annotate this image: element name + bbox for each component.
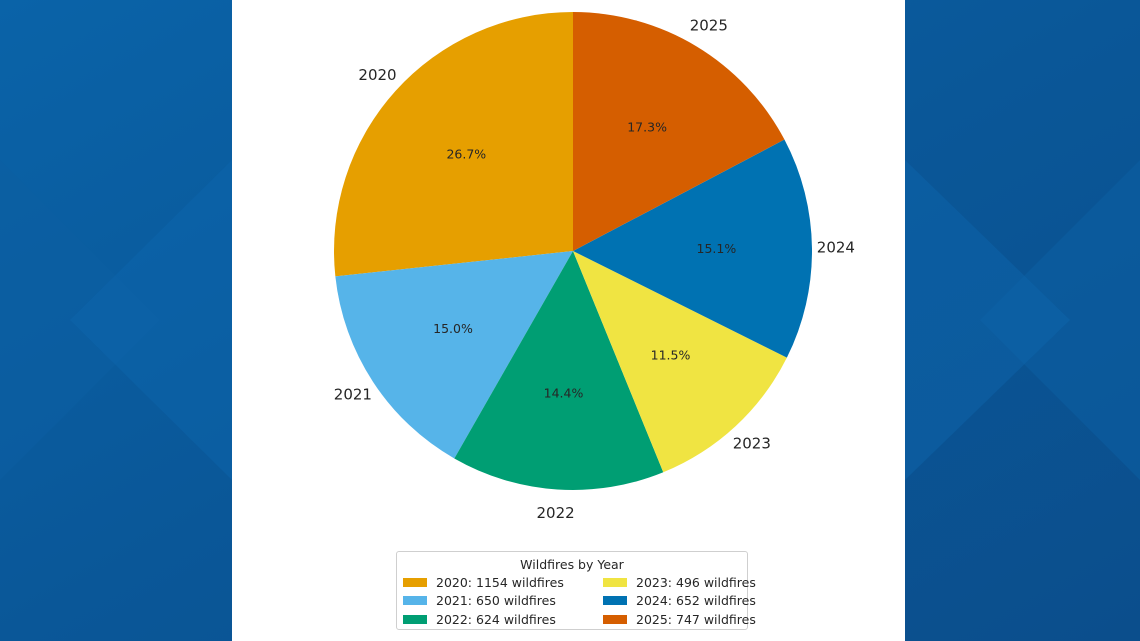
legend-swatch — [603, 614, 627, 624]
slice-year-label: 2023 — [733, 434, 771, 452]
pie-slice-2020 — [333, 12, 573, 277]
legend-label: 2021: 650 wildfires — [436, 593, 556, 609]
slice-year-label: 2024 — [817, 239, 855, 257]
slice-percent-label: 26.7% — [446, 147, 486, 162]
legend-swatch — [403, 614, 427, 624]
slice-percent-label: 15.1% — [697, 241, 737, 256]
pie-slice-2024 — [573, 139, 812, 358]
legend-swatch — [603, 577, 627, 587]
legend-swatch — [403, 577, 427, 587]
legend-item: 2024: 652 wildfires — [603, 592, 756, 611]
legend-grid: 2020: 1154 wildfires 2023: 496 wildfires 2… — [403, 573, 756, 629]
legend-label: 2023: 496 wildfires — [636, 574, 756, 590]
pie-slice-2025 — [573, 12, 785, 251]
pie-slice-2021 — [335, 251, 573, 459]
pie-slice-2023 — [573, 251, 787, 473]
chart-legend: Wildfires by Year 2020: 1154 wildfires 20… — [396, 551, 756, 630]
legend-item: 2020: 1154 wildfires — [403, 573, 603, 592]
slice-percent-label: 17.3% — [627, 120, 667, 135]
slice-percent-label: 11.5% — [651, 348, 691, 363]
legend-item: 2022: 624 wildfires — [403, 610, 603, 629]
legend-title: Wildfires by Year — [520, 557, 624, 572]
legend-label: 2024: 652 wildfires — [636, 593, 756, 609]
slice-percent-label: 15.0% — [433, 321, 473, 336]
legend-label: 2025: 747 wildfires — [636, 611, 756, 627]
legend-item: 2025: 747 wildfires — [603, 610, 756, 629]
legend-swatch — [603, 596, 627, 606]
legend-item: 2021: 650 wildfires — [403, 592, 603, 611]
pie-slice-2022 — [454, 251, 664, 490]
slice-percent-label: 14.4% — [544, 386, 584, 401]
legend-item: 2023: 496 wildfires — [603, 573, 756, 592]
pie-chart: 26.7% 2020 15.0% 2021 14.4% 2022 11.5% 2023 15.1… — [333, 12, 855, 522]
slice-year-label: 2025 — [690, 16, 728, 34]
slice-year-label: 2020 — [358, 66, 396, 84]
slice-year-label: 2022 — [537, 504, 575, 522]
legend-label: 2020: 1154 wildfires — [436, 574, 564, 590]
slice-year-label: 2021 — [334, 385, 372, 403]
legend-label: 2022: 624 wildfires — [436, 611, 556, 627]
legend-swatch — [403, 596, 427, 606]
